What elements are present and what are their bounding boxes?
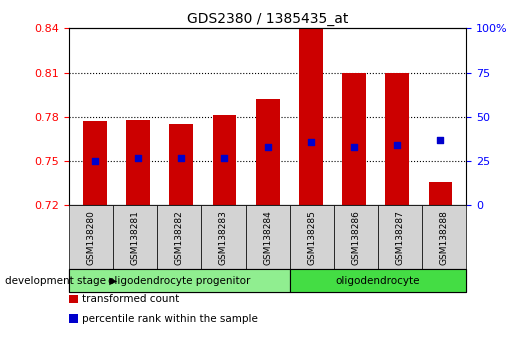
Text: GSM138284: GSM138284 <box>263 210 272 264</box>
Bar <box>83 121 107 205</box>
Point <box>263 144 272 150</box>
Bar <box>213 115 236 205</box>
Text: GSM138288: GSM138288 <box>440 210 449 265</box>
Point <box>307 139 315 144</box>
Bar <box>256 99 279 205</box>
Text: GSM138285: GSM138285 <box>307 210 316 265</box>
Text: GSM138282: GSM138282 <box>175 210 184 264</box>
Point <box>436 137 445 143</box>
Title: GDS2380 / 1385435_at: GDS2380 / 1385435_at <box>187 12 348 26</box>
Text: GSM138287: GSM138287 <box>396 210 404 265</box>
Point <box>393 142 402 148</box>
Text: transformed count: transformed count <box>82 294 179 304</box>
Text: development stage ▶: development stage ▶ <box>5 275 118 286</box>
Text: percentile rank within the sample: percentile rank within the sample <box>82 314 258 324</box>
Text: oligodendrocyte: oligodendrocyte <box>336 275 420 286</box>
Point <box>350 144 358 150</box>
Point <box>91 158 99 164</box>
Text: GSM138281: GSM138281 <box>131 210 139 265</box>
Bar <box>429 182 453 205</box>
Bar <box>385 73 409 205</box>
Bar <box>342 73 366 205</box>
Point <box>220 155 228 160</box>
Bar <box>299 28 323 205</box>
Text: GSM138283: GSM138283 <box>219 210 228 265</box>
Point <box>134 155 142 160</box>
Bar <box>170 124 193 205</box>
Point <box>177 155 186 160</box>
Text: oligodendrocyte progenitor: oligodendrocyte progenitor <box>108 275 251 286</box>
Text: GSM138280: GSM138280 <box>86 210 95 265</box>
Text: GSM138286: GSM138286 <box>351 210 360 265</box>
Bar <box>126 120 150 205</box>
